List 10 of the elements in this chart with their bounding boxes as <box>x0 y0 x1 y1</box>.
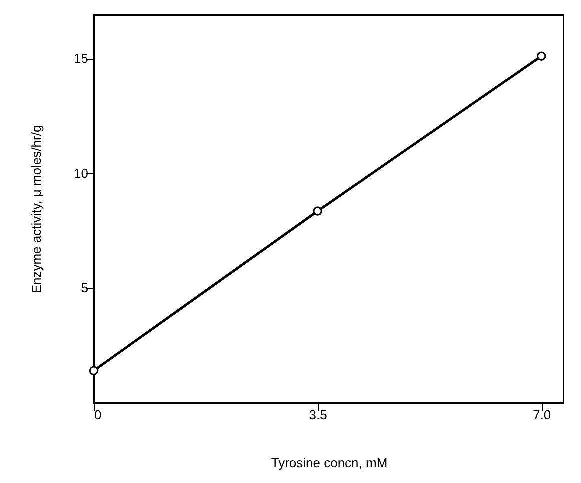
y-tick-label: 10 <box>74 166 88 181</box>
point <box>536 52 546 61</box>
point <box>313 206 322 216</box>
x-tick-label: 3.5 <box>309 408 328 422</box>
x-tick-label: 0 <box>94 408 102 422</box>
y-tick-label: 15 <box>74 51 88 66</box>
x-tick-label: 7.0 <box>533 408 552 422</box>
y-axis-title: Enzyme activity, μ moles/hr/g <box>29 125 44 294</box>
x-axis-title: Tyrosine concn, mM <box>271 456 388 470</box>
point <box>89 366 99 376</box>
